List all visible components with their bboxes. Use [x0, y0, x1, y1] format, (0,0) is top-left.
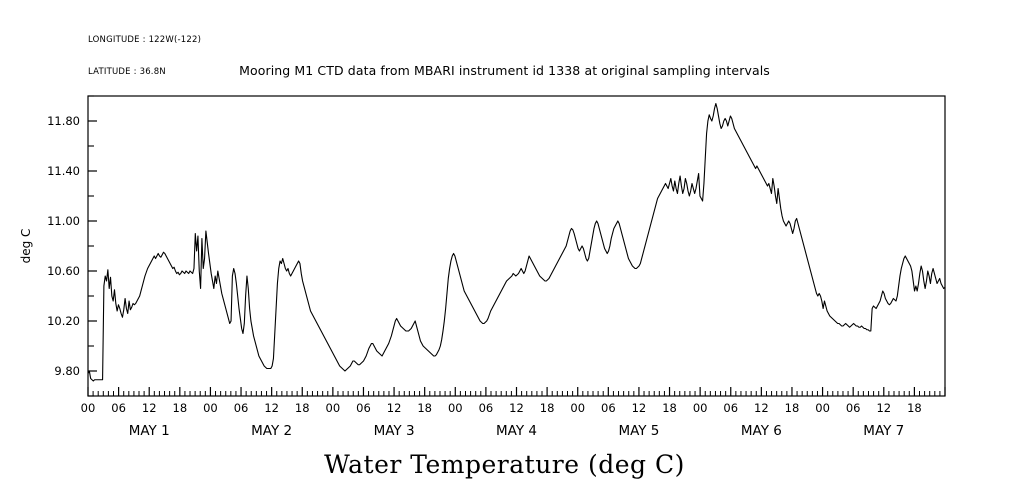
x-axis-tick-labels: 00 06 12 18 00 06 12 18 00 06 12 18 00 06 12 18 00 06 12 18…: [81, 401, 922, 415]
x-tick-label: 12: [387, 401, 402, 415]
x-tick-label: 18: [662, 401, 677, 415]
longitude-label: LONGITUDE : 122W(-122): [88, 35, 202, 45]
x-tick-label: 12: [264, 401, 279, 415]
y-tick-label: 10.20: [47, 314, 80, 328]
x-tick-label: 00: [570, 401, 585, 415]
x-tick-label: 00: [815, 401, 830, 415]
x-tick-label: 00: [448, 401, 463, 415]
x-tick-label: 00: [326, 401, 341, 415]
x-axis-day-label: MAY 7: [863, 423, 904, 439]
x-tick-label: 18: [907, 401, 922, 415]
x-tick-label: 18: [295, 401, 310, 415]
x-tick-label: 06: [723, 401, 738, 415]
x-tick-label: 06: [601, 401, 616, 415]
y-tick-label: 11.80: [47, 114, 80, 128]
x-tick-label: 12: [632, 401, 647, 415]
x-axis-day-label: MAY 6: [741, 423, 782, 439]
x-tick-label: 18: [173, 401, 188, 415]
x-tick-label: 00: [693, 401, 708, 415]
temperature-series-line: [87, 102, 946, 382]
x-tick-label: 06: [234, 401, 249, 415]
x-axis-day-labels: MAY 1 MAY 2 MAY 3 MAY 4 MAY 5 MAY 6 MAY 7: [129, 423, 905, 439]
x-tick-label: 00: [203, 401, 218, 415]
x-tick-label: 18: [540, 401, 555, 415]
y-tick-label: 11.40: [47, 164, 80, 178]
y-tick-label: 9.80: [54, 364, 80, 378]
x-tick-label: 06: [479, 401, 494, 415]
x-axis-day-label: MAY 5: [618, 423, 659, 439]
chart-title: Mooring M1 CTD data from MBARI instrumen…: [239, 63, 770, 78]
plot-frame: [87, 95, 946, 397]
plot-caption: Water Temperature (deg C): [324, 450, 685, 479]
y-tick-label: 11.00: [47, 214, 80, 228]
x-axis-day-label: MAY 3: [374, 423, 415, 439]
latitude-label: LATITUDE : 36.8N: [88, 66, 166, 77]
x-tick-label: 00: [81, 401, 96, 415]
x-tick-label: 06: [356, 401, 371, 415]
x-tick-label: 06: [846, 401, 861, 415]
x-tick-label: 18: [417, 401, 432, 415]
x-axis-day-label: MAY 1: [129, 423, 170, 439]
x-axis-day-label: MAY 4: [496, 423, 537, 439]
x-tick-label: 18: [785, 401, 800, 415]
x-tick-label: 06: [111, 401, 126, 415]
y-tick-label: 10.60: [47, 264, 80, 278]
x-tick-label: 12: [754, 401, 769, 415]
y-axis-title: deg C: [19, 229, 33, 264]
x-tick-label: 12: [876, 401, 891, 415]
plot-border: [87, 95, 946, 397]
x-tick-label: 12: [142, 401, 157, 415]
x-tick-label: 12: [509, 401, 524, 415]
x-axis-day-label: MAY 2: [251, 423, 292, 439]
x-axis-ticks: [87, 387, 946, 396]
